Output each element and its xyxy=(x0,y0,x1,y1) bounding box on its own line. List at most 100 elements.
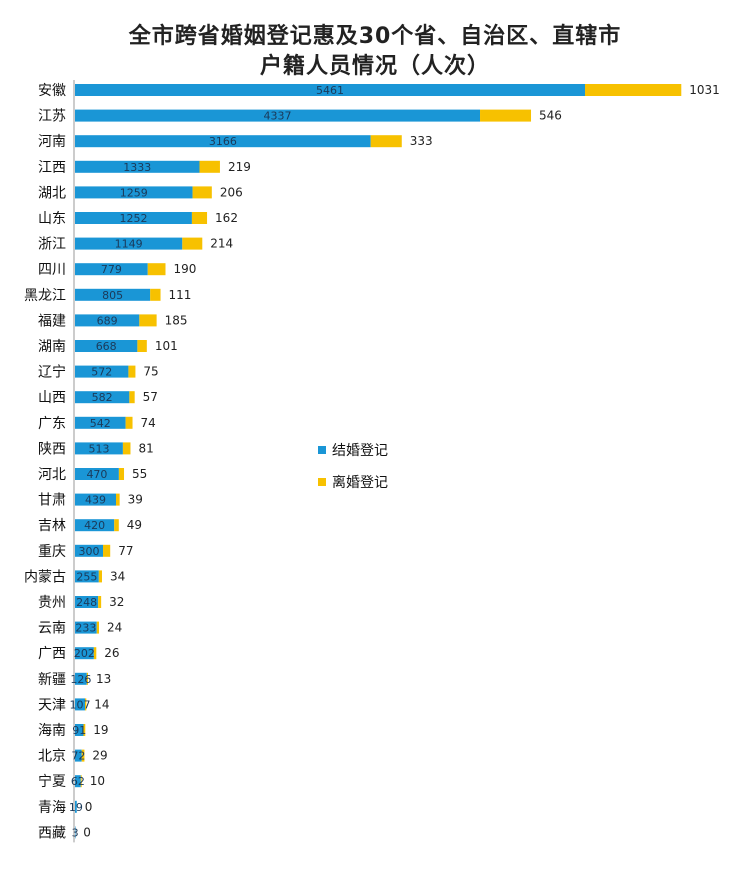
bar-segment-divorce xyxy=(96,621,100,634)
category-label: 湖北 xyxy=(38,185,66,201)
bar-segment-divorce xyxy=(86,672,88,685)
bar-segment-marriage xyxy=(75,442,123,455)
bar-segment-divorce xyxy=(129,391,135,404)
bar-segment-divorce xyxy=(192,186,212,199)
category-label: 安徽 xyxy=(38,83,66,99)
bar-segment-marriage xyxy=(75,672,87,685)
marriage-value-label: 19 xyxy=(69,801,83,814)
divorce-value-label: 219 xyxy=(228,160,251,174)
bar-segment-divorce xyxy=(150,288,161,301)
bar-segment-marriage xyxy=(75,698,85,711)
bar-segment-divorce xyxy=(114,519,119,532)
marriage-value-label: 1333 xyxy=(123,161,151,174)
marriage-value-label: 233 xyxy=(75,622,96,635)
marriage-value-label: 805 xyxy=(102,289,123,302)
marriage-value-label: 3 xyxy=(72,826,79,839)
marriage-value-label: 300 xyxy=(79,545,100,558)
bar-segment-marriage xyxy=(75,416,126,429)
marriage-value-label: 779 xyxy=(101,263,122,276)
marriage-value-label: 62 xyxy=(71,775,85,788)
bar-segment-divorce xyxy=(480,109,532,122)
y-axis: 安徽江苏河南江西湖北山东浙江四川黑龙江福建湖南辽宁山西广东陕西河北甘肃吉林重庆内… xyxy=(24,80,75,843)
category-label: 青海 xyxy=(38,800,66,816)
bar-segment-divorce xyxy=(80,775,82,788)
category-label: 宁夏 xyxy=(38,773,66,790)
chart-subtitle: 户籍人员情况（人次） xyxy=(259,54,490,79)
category-label: 辽宁 xyxy=(38,364,66,381)
bar-segment-divorce xyxy=(370,135,402,148)
bar-segment-marriage xyxy=(75,468,119,480)
marriage-value-label: 126 xyxy=(70,673,91,686)
legend-label-divorce: 离婚登记 xyxy=(332,474,388,491)
bar-segment-marriage xyxy=(75,519,115,532)
divorce-value-label: 185 xyxy=(165,313,188,327)
bar-segment-divorce xyxy=(115,493,120,506)
marriage-value-label: 542 xyxy=(90,417,111,430)
bar-segment-divorce xyxy=(84,698,87,711)
marriage-value-label: 107 xyxy=(69,698,90,711)
bar-segment-divorce xyxy=(125,416,133,429)
category-label: 新疆 xyxy=(38,672,66,688)
divorce-value-label: 546 xyxy=(539,109,562,123)
bar-segment-divorce xyxy=(139,314,157,327)
divorce-value-label: 333 xyxy=(410,134,433,148)
category-label: 山西 xyxy=(38,390,66,406)
category-label: 西藏 xyxy=(38,825,66,841)
bar-segment-marriage xyxy=(75,647,94,660)
bar-segment-divorce xyxy=(118,468,125,480)
category-label: 山东 xyxy=(38,211,66,227)
divorce-value-label: 55 xyxy=(132,467,147,481)
marriage-value-label: 248 xyxy=(76,596,97,609)
bar-segment-marriage xyxy=(75,775,81,788)
category-label: 贵州 xyxy=(38,595,66,611)
bar-segment-marriage xyxy=(75,314,140,327)
bar-segment-divorce xyxy=(93,647,97,660)
category-label: 陕西 xyxy=(38,441,66,457)
divorce-value-label: 190 xyxy=(173,262,196,276)
bars xyxy=(75,84,682,839)
bar-segment-marriage xyxy=(75,826,76,839)
category-label: 天津 xyxy=(38,697,66,713)
bar-segment-marriage xyxy=(75,749,82,762)
marriage-value-label: 572 xyxy=(91,366,112,379)
marriage-value-label: 668 xyxy=(96,340,117,353)
category-label: 黑龙江 xyxy=(24,288,66,304)
category-label: 河南 xyxy=(38,134,66,150)
bar-segment-divorce xyxy=(81,749,85,762)
bar-segment-marriage xyxy=(75,263,148,276)
category-label: 北京 xyxy=(38,749,66,765)
category-label: 湖南 xyxy=(38,339,66,355)
category-label: 重庆 xyxy=(38,544,66,560)
divorce-value-label: 29 xyxy=(92,749,107,763)
bar-segment-marriage xyxy=(75,135,371,148)
marriage-value-label: 255 xyxy=(76,570,97,583)
legend-label-marriage: 结婚登记 xyxy=(332,443,388,459)
divorce-value-label: 13 xyxy=(96,672,111,686)
category-label: 浙江 xyxy=(38,237,66,253)
marriage-value-label: 420 xyxy=(84,519,105,532)
category-label: 吉林 xyxy=(38,518,66,534)
legend-swatch-divorce xyxy=(318,478,326,486)
bar-segment-marriage xyxy=(75,84,585,96)
bar-segment-divorce xyxy=(128,365,136,378)
bar-segment-divorce xyxy=(83,724,86,736)
marriage-value-label: 72 xyxy=(71,750,85,763)
category-label: 甘肃 xyxy=(38,493,66,509)
marriage-value-label: 4337 xyxy=(264,110,292,123)
bar-segment-marriage xyxy=(75,237,183,250)
divorce-value-label: 14 xyxy=(94,697,109,711)
marriage-value-label: 1149 xyxy=(115,238,143,251)
bar-segment-divorce xyxy=(147,263,166,276)
bar-segment-marriage xyxy=(75,186,193,199)
divorce-value-label: 101 xyxy=(155,339,178,353)
marriage-value-label: 202 xyxy=(74,647,95,660)
category-label: 河北 xyxy=(38,467,66,483)
bar-segment-marriage xyxy=(75,493,116,506)
category-label: 云南 xyxy=(38,621,66,637)
divorce-value-label: 24 xyxy=(107,621,122,635)
divorce-value-label: 0 xyxy=(85,800,93,814)
